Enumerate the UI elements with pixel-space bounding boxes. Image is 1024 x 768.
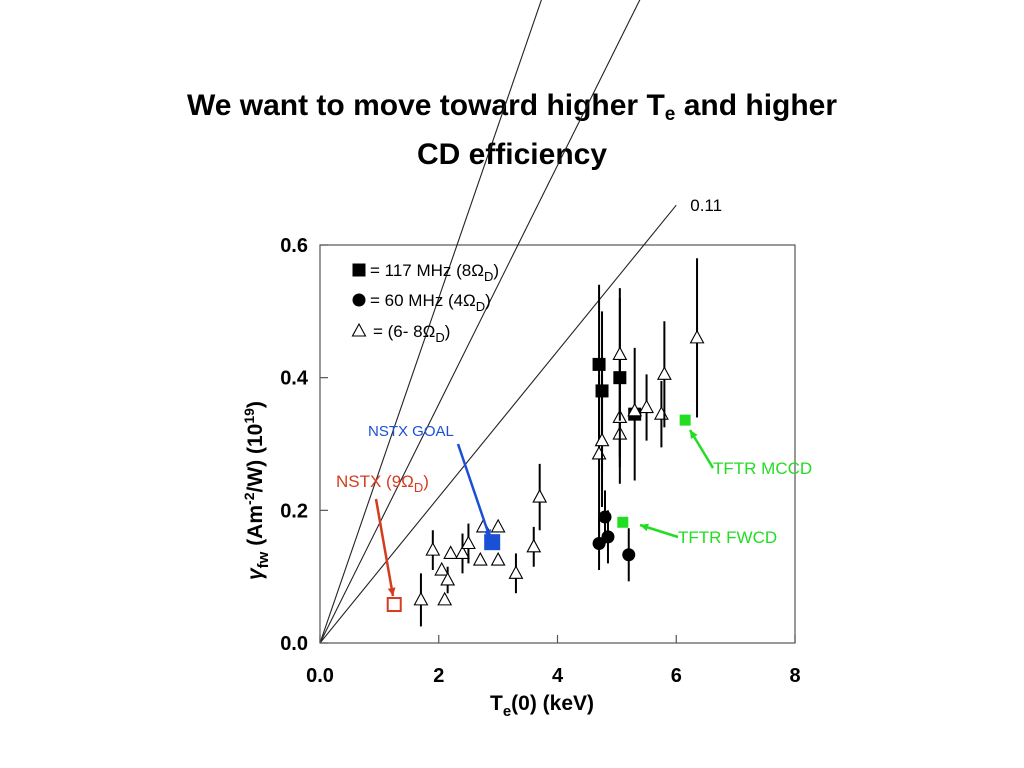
x-tick-label: 4: [552, 665, 564, 687]
legend-triangle-marker: [351, 322, 367, 337]
annotation-arrow-line: [374, 498, 395, 597]
axis-ticks: 0.0 2 4 6 8 0.0 0.2 0.4 0.6: [280, 235, 800, 687]
x-tick-label: 6: [671, 665, 682, 687]
x-axis-label: Te(0) (keV): [490, 692, 594, 720]
data-points: [413, 258, 705, 627]
y-tick-label: 0.2: [280, 500, 308, 522]
scaling-line: [319, 204, 677, 644]
legend: = 117 MHz (8ΩD) = 60 MHz (4ΩD) = (6- 8ΩD): [351, 261, 499, 345]
title-line2: CD efficiency: [416, 138, 608, 171]
x-tick-label: 8: [789, 665, 800, 687]
triangle-marker: [627, 402, 643, 417]
triangle-marker: [653, 405, 669, 420]
legend-circle-marker: [352, 293, 366, 307]
triangle-marker: [472, 551, 488, 566]
annotation-arrow-head: [690, 430, 698, 439]
title-rest: and higher: [675, 89, 838, 122]
highlight-filled-square: [679, 414, 691, 426]
circle-marker: [592, 537, 606, 550]
annotation-arrow-head: [640, 523, 649, 532]
title-subscript: e: [664, 104, 676, 125]
slide-title: We want to move toward higher Te and hig…: [0, 86, 1024, 175]
triangle-marker: [591, 445, 607, 460]
scaling-line: [319, 0, 542, 644]
annotation-arrow-head: [387, 587, 396, 596]
y-axis-label: γfw (Am-2/W) (1019): [241, 401, 272, 580]
scaling-line: [319, 0, 641, 644]
annotation-label: NSTX GOAL: [368, 423, 454, 440]
annotation-label: TFTR FWCD: [678, 528, 777, 547]
scaling-lines: 0.26ζfw = 0.180.11: [319, 0, 722, 644]
scaling-line-label: 0.11: [690, 196, 722, 215]
triangle-marker: [689, 329, 705, 344]
legend-square-marker: [352, 263, 366, 277]
title-main: We want to move toward higher T: [186, 89, 665, 122]
annotation-label: NSTX (9ΩD): [336, 472, 429, 495]
circle-marker: [601, 530, 615, 544]
annotations: NSTX GOAL NSTX (9ΩD) TFTR MCCD TFTR FWCD: [336, 414, 812, 613]
legend-entry: = 117 MHz (8ΩD): [370, 261, 499, 284]
highlight-filled-square: [484, 534, 501, 551]
circle-marker: [598, 510, 612, 524]
triangle-marker: [413, 591, 429, 606]
triangle-marker: [612, 346, 628, 361]
x-tick-label: 0.0: [306, 665, 334, 687]
triangle-marker: [490, 551, 506, 566]
triangle-marker: [440, 571, 456, 586]
triangle-marker: [656, 366, 672, 380]
square-marker: [592, 357, 606, 371]
y-tick-label: 0.6: [280, 235, 308, 257]
triangle-marker: [425, 541, 441, 556]
triangle-marker: [443, 545, 459, 560]
triangle-marker: [508, 565, 524, 579]
highlight-open-square: [386, 597, 402, 613]
triangle-marker: [594, 432, 610, 447]
highlight-filled-square: [617, 516, 629, 528]
triangle-marker: [490, 518, 506, 533]
circle-marker: [622, 548, 636, 562]
annotation-arrow-line: [456, 443, 492, 539]
triangle-marker: [434, 561, 450, 576]
x-tick-label: 2: [433, 665, 444, 687]
triangle-marker: [532, 488, 548, 503]
legend-entry: = (6- 8ΩD): [373, 322, 450, 345]
triangle-marker: [461, 535, 476, 550]
triangle-marker: [437, 591, 453, 606]
y-tick-label: 0.0: [280, 633, 308, 655]
triangle-marker: [526, 538, 542, 553]
triangle-marker: [639, 399, 654, 414]
y-tick-label: 0.4: [280, 368, 309, 390]
annotation-label: TFTR MCCD: [713, 459, 812, 478]
legend-entry: = 60 MHz (4ΩD): [370, 291, 491, 314]
triangle-marker: [455, 545, 470, 560]
